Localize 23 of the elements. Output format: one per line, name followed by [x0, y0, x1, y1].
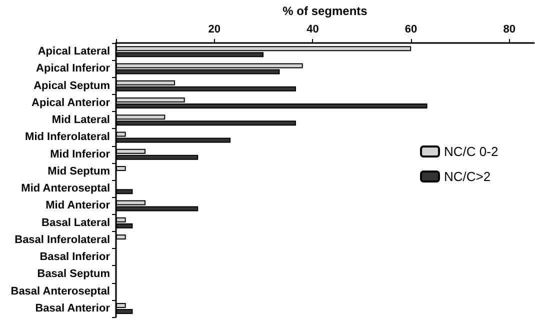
y-tick-label: Basal Lateral — [42, 216, 110, 229]
x-tick-label: 80 — [503, 24, 516, 36]
y-tick-label: Apical Lateral — [38, 46, 110, 58]
y-tick-label: Mid Lateral — [52, 114, 110, 126]
y-tick-label: Mid Septum — [48, 165, 110, 178]
x-axis-title: % of segments — [282, 4, 368, 18]
y-tick-label: Apical Septum — [34, 80, 110, 92]
y-tick-label: Apical Inferior — [36, 62, 111, 75]
y-tick-label: Apical Anterior — [32, 96, 111, 109]
y-tick-label: Mid Inferior — [50, 148, 111, 160]
y-tick-label: Mid Inferolateral — [25, 131, 110, 144]
y-tick-label: Basal Inferior — [40, 251, 111, 264]
x-tick-label: 40 — [306, 24, 319, 36]
y-tick-label: Mid Anterior — [46, 200, 111, 212]
x-tick-label: 60 — [404, 24, 418, 36]
legend-label: NC/C 0-2 — [444, 144, 498, 159]
y-tick-label: Mid Anteroseptal — [21, 182, 110, 195]
y-tick-label: Basal Inferolateral — [14, 234, 110, 246]
x-tick-label: 20 — [208, 24, 220, 36]
y-tick-label: Basal Anterior — [35, 302, 111, 314]
legend-label: NC/C>2 — [444, 169, 491, 184]
y-tick-label: Basal Septum — [37, 268, 110, 280]
y-tick-label: Basal Anteroseptal — [10, 285, 110, 298]
